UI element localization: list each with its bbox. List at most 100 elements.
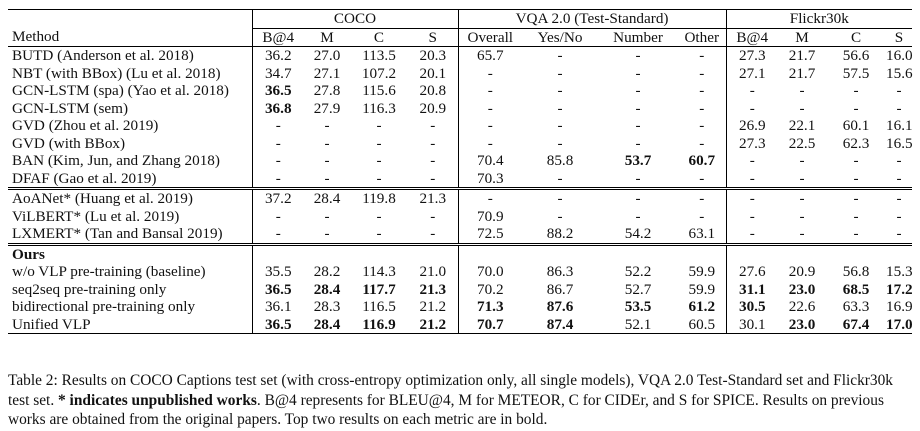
vqa-value-cell: 54.2 xyxy=(624,225,652,242)
flickr-value-cell: - xyxy=(896,99,902,117)
flickr-value-cell: - xyxy=(799,225,805,242)
vqa-value-cell: 85.8 xyxy=(546,152,574,169)
coco-value-cell: 21.0 xyxy=(408,263,459,281)
flickr-value-cell: - xyxy=(826,187,887,208)
coco-value-cell: 35.5 xyxy=(264,263,292,280)
vqa-value-cell: - xyxy=(678,99,727,117)
vqa-value-cell: - xyxy=(678,134,727,152)
coco-value-cell: - xyxy=(275,169,281,187)
header-flickr-m: M xyxy=(778,28,827,47)
coco-value-cell: - xyxy=(275,134,281,152)
flickr-value-cell: 17.0 xyxy=(886,315,913,334)
header-flickr-s: S xyxy=(886,28,913,47)
flickr-value-cell: - xyxy=(853,225,859,242)
table-row: BUTD (Anderson et al. 2018) 36.2 27.0 113.5… xyxy=(8,46,913,65)
flickr-value-cell: - xyxy=(896,207,902,225)
flickr-value-cell: 22.5 xyxy=(788,134,816,152)
coco-value-cell: 20.9 xyxy=(408,99,459,117)
coco-value-cell: 28.4 xyxy=(313,280,341,298)
caption-text: Table 2: Results on COCO Captions test s… xyxy=(8,372,893,409)
header-vqa-number: Number xyxy=(598,28,679,47)
coco-value-cell: - xyxy=(275,225,281,242)
flickr-value-cell: - xyxy=(799,152,805,169)
flickr-value-cell: - xyxy=(853,99,859,117)
vqa-value-cell: - xyxy=(678,117,727,135)
table-row: GCN-LSTM (spa) (Yao et al. 2018) 36.5 27.8… xyxy=(8,82,912,100)
results-table: COCO VQA 2.0 (Test-Standard) Flickr30k M… xyxy=(8,9,913,334)
flickr-value-cell: 27.1 xyxy=(738,64,766,82)
header-coco-s: S xyxy=(408,28,459,47)
header-vqa-overall: Overall xyxy=(458,28,523,47)
method-cell: BUTD (Anderson et al. 2018) xyxy=(8,46,253,65)
table-row: seq2seq pre-training only 36.5 28.4 117.7 21… xyxy=(8,280,913,298)
coco-value-cell: 20.3 xyxy=(408,46,459,65)
flickr-value-cell: 30.1 xyxy=(726,315,779,334)
coco-value-cell: - xyxy=(324,117,330,134)
flickr-value-cell: 63.3 xyxy=(842,298,870,315)
coco-value-cell: - xyxy=(324,134,330,152)
flickr-value-cell: 30.5 xyxy=(738,298,766,315)
caption-text-rest: . B@4 represents for BLEU@4, M for METEO… xyxy=(8,391,884,429)
vqa-value-cell: 63.1 xyxy=(678,225,727,244)
method-cell: GCN-LSTM (sem) xyxy=(8,99,253,117)
coco-value-cell: 28.4 xyxy=(304,315,350,334)
vqa-value-cell: - xyxy=(487,82,493,99)
flickr-value-cell: 16.9 xyxy=(886,298,913,315)
vqa-value-cell: - xyxy=(557,207,563,225)
vqa-value-cell: 86.7 xyxy=(546,280,574,298)
flickr-value-cell: 26.9 xyxy=(738,117,766,134)
vqa-value-cell: - xyxy=(678,82,727,100)
vqa-value-cell: - xyxy=(458,187,523,208)
flickr-value-cell: 17.2 xyxy=(886,280,913,298)
vqa-value-cell: - xyxy=(678,187,727,208)
vqa-value-cell: - xyxy=(557,169,563,187)
vqa-value-cell: - xyxy=(635,207,641,225)
flickr-value-cell: 16.1 xyxy=(886,117,913,134)
coco-value-cell: 21.2 xyxy=(408,315,459,334)
vqa-value-cell: 53.7 xyxy=(624,152,652,169)
table-row: GVD (with BBox) - - - - - - - -27.3 22.5 62.3 16.5 xyxy=(8,134,913,152)
vqa-value-cell: - xyxy=(635,117,641,134)
flickr-value-cell: - xyxy=(896,152,902,169)
flickr-value-cell: - xyxy=(853,169,859,187)
flickr-value-cell: - xyxy=(726,187,779,208)
method-cell: Unified VLP xyxy=(8,315,253,334)
header-coco-c: C xyxy=(350,28,408,47)
flickr-value-cell: - xyxy=(799,207,805,225)
coco-value-cell: - xyxy=(324,169,330,187)
coco-value-cell: - xyxy=(376,152,382,169)
coco-value-cell: 37.2 xyxy=(252,187,304,208)
table-row: LXMERT* (Tan and Bansal 2019) - - - -72.5 88.… xyxy=(8,225,912,244)
vqa-value-cell: - xyxy=(487,134,493,152)
vqa-value-cell: - xyxy=(557,99,563,117)
method-cell: GCN-LSTM (spa) (Yao et al. 2018) xyxy=(8,82,253,100)
coco-value-cell: 21.3 xyxy=(408,280,459,298)
flickr-value-cell: - xyxy=(799,169,805,187)
vqa-value-cell: 70.0 xyxy=(476,263,504,280)
vqa-value-cell: 60.7 xyxy=(678,152,727,170)
vqa-value-cell: 53.5 xyxy=(624,298,652,315)
flickr-value-cell: 22.6 xyxy=(788,298,816,315)
ours-label: Ours xyxy=(8,242,253,263)
vqa-value-cell: - xyxy=(635,134,641,152)
coco-value-cell: 36.1 xyxy=(264,298,292,315)
table-row: bidirectional pre-training only 36.1 28.3 1… xyxy=(8,298,913,316)
coco-value-cell: - xyxy=(275,207,281,225)
flickr-value-cell: 21.7 xyxy=(788,64,816,82)
flickr-value-cell: - xyxy=(749,99,755,117)
flickr-value-cell: 23.0 xyxy=(788,280,816,298)
table-row: GCN-LSTM (sem) 36.8 27.9 116.3 20.9 - - - - - - - - xyxy=(8,99,912,117)
vqa-value-cell: 70.3 xyxy=(476,169,504,187)
ours-header-row: Ours xyxy=(8,242,913,263)
coco-value-cell: 107.2 xyxy=(361,64,397,82)
coco-value-cell: - xyxy=(376,117,382,134)
coco-value-cell: - xyxy=(408,134,459,152)
header-coco-b4: B@4 xyxy=(252,28,304,47)
coco-value-cell: 119.8 xyxy=(350,187,408,208)
caption-bold-note: * indicates unpublished works xyxy=(58,391,257,409)
method-cell: w/o VLP pre-training (baseline) xyxy=(8,263,253,281)
flickr-value-cell: 15.6 xyxy=(886,64,913,82)
vqa-value-cell: - xyxy=(598,187,679,208)
vqa-value-cell: - xyxy=(678,64,727,82)
coco-value-cell: 36.2 xyxy=(264,47,292,64)
